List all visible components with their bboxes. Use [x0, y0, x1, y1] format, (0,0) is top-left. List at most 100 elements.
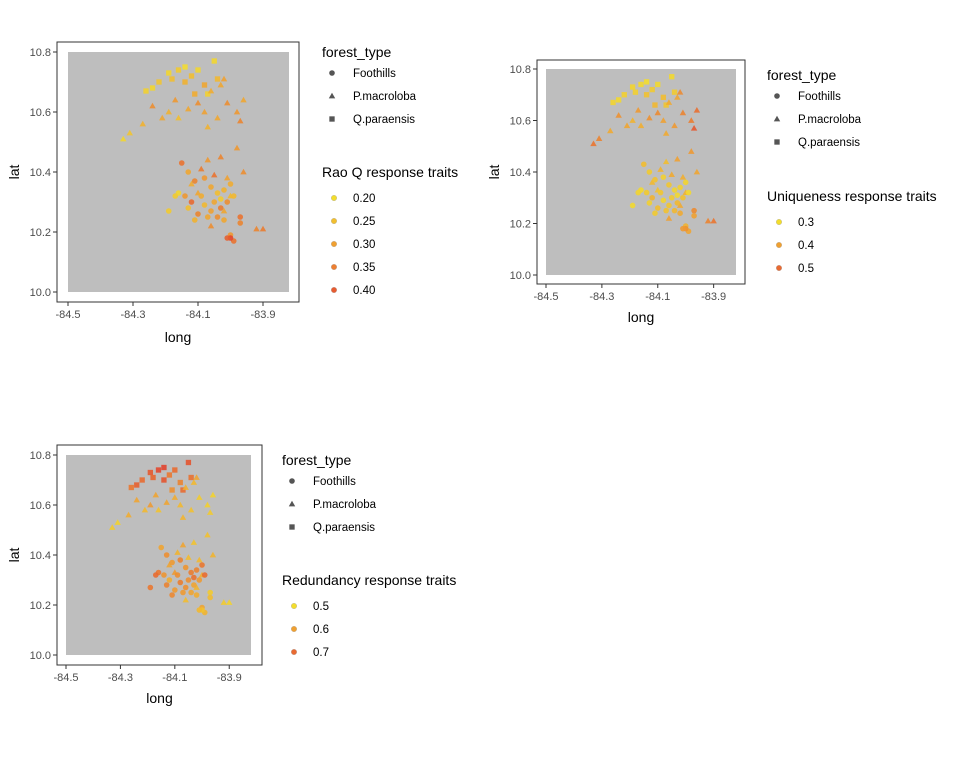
data-point-triangle — [209, 491, 217, 498]
data-point-triangle — [688, 148, 695, 154]
data-point-circle — [191, 178, 198, 184]
shape-legend-label: Foothills — [313, 476, 356, 488]
data-point-triangle — [201, 108, 208, 115]
data-point-circle — [217, 196, 224, 202]
data-point-triangle — [220, 75, 228, 82]
data-point-circle — [221, 187, 227, 193]
legend-key-triangle — [288, 500, 296, 507]
legend-key-square — [289, 524, 295, 530]
legend-key-color — [331, 217, 338, 224]
y-tick-label: 10.0 — [30, 287, 51, 299]
data-point-square — [195, 67, 201, 73]
data-point-triangle — [152, 491, 159, 498]
y-tick-label: 10.6 — [30, 500, 51, 512]
data-point-triangle — [607, 127, 614, 134]
data-point-circle — [214, 190, 221, 196]
plot-area — [66, 455, 251, 655]
data-point-circle — [666, 182, 672, 188]
y-tick-label: 10.4 — [510, 167, 531, 179]
legend-key-circle — [289, 478, 295, 484]
data-point-triangle — [193, 474, 200, 480]
data-point-circle — [677, 184, 683, 191]
data-point-circle — [217, 205, 224, 211]
data-point-triangle — [188, 180, 195, 187]
y-tick-label: 10.8 — [30, 47, 51, 59]
data-point-square — [169, 487, 175, 493]
data-point-triangle — [209, 551, 217, 558]
data-point-triangle — [590, 140, 597, 147]
data-point-triangle — [166, 561, 173, 568]
color-legend-title: Rao Q response traits — [322, 164, 458, 180]
data-point-circle — [180, 589, 186, 596]
y-tick-label: 10.8 — [30, 450, 51, 462]
data-point-circle — [196, 607, 203, 613]
data-point-triangle — [187, 506, 195, 513]
color-legend-label: 0.30 — [353, 239, 375, 251]
data-point-square — [139, 477, 145, 483]
y-tick-label: 10.6 — [510, 116, 531, 128]
data-point-square — [643, 92, 650, 98]
shape-legend-title: forest_type — [767, 67, 836, 83]
legend-key-color — [291, 626, 298, 633]
legend-key-color — [331, 240, 338, 247]
data-point-circle — [208, 184, 214, 190]
data-point-square — [147, 469, 153, 476]
color-legend-label: 0.35 — [353, 262, 375, 274]
color-legend-title: Redundancy response traits — [282, 572, 456, 588]
data-point-circle — [691, 207, 697, 214]
data-point-circle — [668, 194, 675, 201]
data-point-circle — [643, 189, 650, 196]
data-point-circle — [657, 189, 664, 196]
legend: forest_type Foothills P.macroloba Q.paraens… — [767, 67, 937, 275]
legend-key-circle — [329, 70, 335, 76]
data-point-circle — [182, 564, 189, 571]
data-point-square — [214, 76, 221, 82]
shape-legend-label: Q.paraensis — [798, 137, 860, 149]
data-point-circle — [207, 594, 213, 601]
data-point-circle — [208, 208, 214, 214]
data-point-square — [150, 474, 156, 481]
data-point-circle — [191, 574, 197, 581]
data-point-square — [169, 76, 175, 82]
data-point-square — [615, 97, 622, 103]
data-point-circle — [685, 189, 692, 196]
data-point-square — [629, 84, 636, 90]
data-point-circle — [677, 210, 683, 216]
data-point-square — [185, 459, 192, 466]
data-point-square — [188, 73, 195, 79]
y-tick-label: 10.4 — [30, 167, 51, 179]
data-point-square — [669, 74, 675, 80]
data-point-triangle — [240, 168, 247, 175]
data-point-circle — [188, 569, 194, 576]
data-point-square — [211, 58, 217, 64]
legend-key-square — [329, 116, 335, 122]
data-point-triangle — [595, 135, 603, 141]
data-point-circle — [230, 193, 237, 199]
data-point-square — [155, 467, 162, 473]
data-point-square — [180, 487, 186, 493]
data-point-triangle — [141, 506, 149, 513]
data-point-square — [643, 79, 650, 85]
data-point-triangle — [109, 524, 116, 530]
data-point-triangle — [668, 171, 675, 177]
scatter-panel: -84.5 -84.3 -84.1 -83.9 10.0 10.2 10.4 10.6 10.8… — [486, 59, 937, 325]
data-point-circle — [198, 193, 205, 199]
legend-key-color — [331, 194, 338, 201]
color-legend-label: 0.7 — [313, 647, 329, 659]
legend-key-color — [776, 241, 783, 248]
data-points — [109, 459, 233, 616]
data-point-triangle — [233, 108, 241, 115]
data-point-triangle — [648, 179, 656, 185]
data-point-triangle — [172, 96, 179, 103]
data-point-triangle — [214, 114, 221, 121]
data-point-triangle — [237, 117, 244, 124]
x-tick-label: -84.1 — [162, 672, 187, 684]
data-point-triangle — [693, 106, 701, 113]
data-point-circle — [177, 557, 184, 563]
data-point-circle — [660, 174, 667, 180]
data-point-triangle — [710, 217, 717, 224]
data-point-triangle — [211, 171, 218, 178]
data-point-circle — [196, 577, 203, 583]
data-point-triangle — [224, 174, 231, 181]
data-point-circle — [646, 169, 653, 175]
